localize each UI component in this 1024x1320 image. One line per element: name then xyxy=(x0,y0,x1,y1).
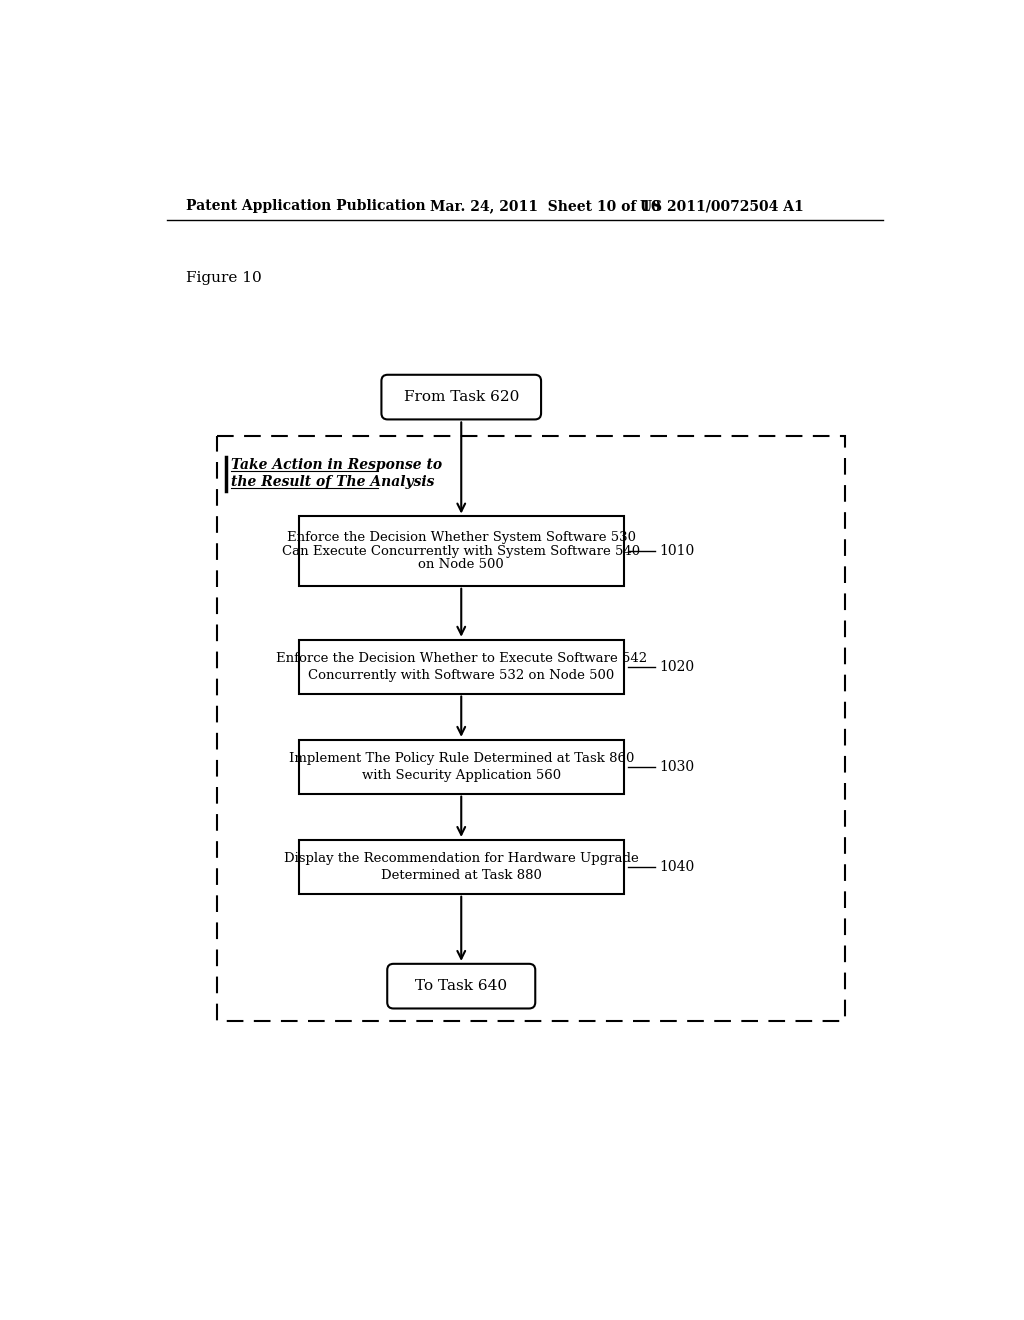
FancyBboxPatch shape xyxy=(387,964,536,1008)
Text: Figure 10: Figure 10 xyxy=(186,271,262,285)
Text: on Node 500: on Node 500 xyxy=(419,558,504,572)
Text: the Result of The Analysis: the Result of The Analysis xyxy=(231,475,434,488)
Text: US 2011/0072504 A1: US 2011/0072504 A1 xyxy=(640,199,803,213)
Text: 1040: 1040 xyxy=(658,859,694,874)
Bar xyxy=(299,739,624,793)
Text: Mar. 24, 2011  Sheet 10 of 10: Mar. 24, 2011 Sheet 10 of 10 xyxy=(430,199,660,213)
Text: Enforce the Decision Whether to Execute Software 542: Enforce the Decision Whether to Execute … xyxy=(275,652,647,665)
Text: Determined at Task 880: Determined at Task 880 xyxy=(381,869,542,882)
FancyBboxPatch shape xyxy=(381,375,541,420)
Text: Concurrently with Software 532 on Node 500: Concurrently with Software 532 on Node 5… xyxy=(308,668,614,681)
Text: with Security Application 560: with Security Application 560 xyxy=(361,768,561,781)
Bar xyxy=(299,640,624,693)
Text: From Task 620: From Task 620 xyxy=(403,391,519,404)
Text: Can Execute Concurrently with System Software 540: Can Execute Concurrently with System Sof… xyxy=(283,545,640,557)
Text: 1020: 1020 xyxy=(658,660,694,673)
Bar xyxy=(299,516,624,586)
Bar xyxy=(299,840,624,894)
Text: Patent Application Publication: Patent Application Publication xyxy=(186,199,426,213)
Text: 1010: 1010 xyxy=(658,544,694,558)
Text: Take Action in Response to: Take Action in Response to xyxy=(231,458,442,471)
Text: Implement The Policy Rule Determined at Task 860: Implement The Policy Rule Determined at … xyxy=(289,751,634,764)
Text: 1030: 1030 xyxy=(658,760,694,774)
Text: To Task 640: To Task 640 xyxy=(415,979,507,993)
Text: Display the Recommendation for Hardware Upgrade: Display the Recommendation for Hardware … xyxy=(284,851,639,865)
Bar xyxy=(217,436,845,1020)
Text: Enforce the Decision Whether System Software 530: Enforce the Decision Whether System Soft… xyxy=(287,531,636,544)
